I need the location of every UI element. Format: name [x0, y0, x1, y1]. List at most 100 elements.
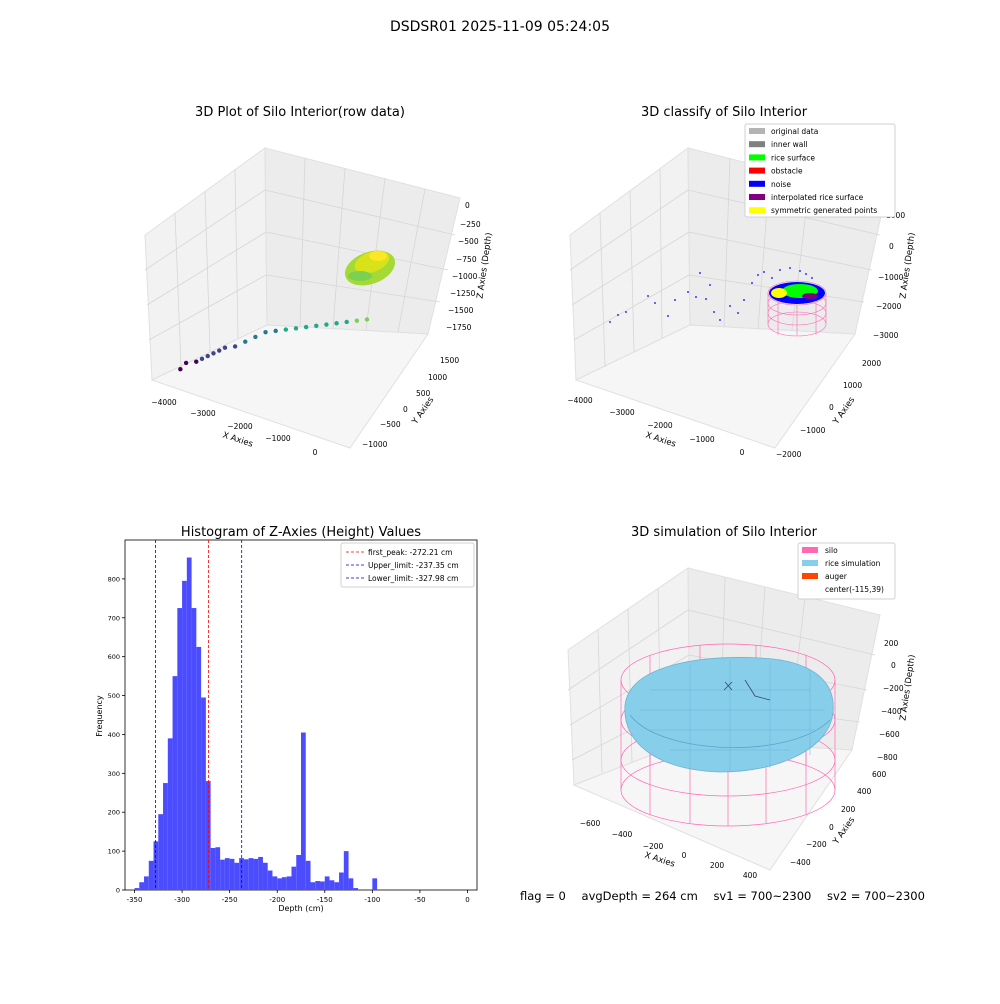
classify-gridlines — [569, 157, 881, 368]
simulation-z-tick: −600 — [879, 730, 900, 739]
histogram-bar — [272, 876, 278, 890]
simulation-legend-swatch — [802, 547, 818, 553]
classify-z-tick: 0 — [889, 242, 894, 251]
raw-3d-point — [211, 351, 216, 356]
status-sv2: sv2 = 700~2300 — [827, 889, 925, 903]
simulation-legend-label: auger — [825, 572, 848, 581]
histogram-bar — [258, 856, 263, 890]
panel-raw-3d: 3D Plot of Silo Interior(row data) −4000… — [144, 105, 495, 457]
raw-3d-title: 3D Plot of Silo Interior(row data) — [195, 105, 405, 120]
raw-x-tick: −3000 — [190, 409, 216, 418]
classify-y-tick: −2000 — [776, 450, 802, 459]
classify-noise-point — [654, 302, 656, 304]
histogram-bar — [353, 888, 359, 890]
histogram-x-tick-label: -50 — [414, 896, 425, 904]
classify-noise-point — [757, 274, 759, 276]
panel-simulation-3d: 3D simulation of Silo Interior — [567, 525, 918, 880]
classify-z-tick: −3000 — [873, 331, 899, 340]
classify-noise-point — [647, 295, 649, 297]
histogram-bar — [343, 851, 349, 890]
raw-z-tick: −1500 — [448, 306, 474, 315]
histogram-bar — [148, 860, 154, 890]
histogram-bar — [139, 882, 145, 890]
raw-3d-point — [199, 356, 205, 362]
classify-ylabel: Y Axies — [831, 395, 858, 427]
raw-3d-point — [283, 327, 289, 332]
raw-z-tick: −500 — [458, 237, 479, 246]
classify-noise-point — [719, 319, 721, 321]
histogram-y-tick-label: 600 — [108, 653, 120, 661]
histogram-bar — [253, 858, 259, 890]
histogram-legend: first_peak: -272.21 cm Upper_limit: -237.… — [340, 542, 475, 588]
histogram-bar — [210, 848, 216, 890]
simulation-y-tick: −400 — [790, 858, 811, 867]
raw-3d-point — [232, 344, 238, 349]
histogram-x-tick-label: 0 — [465, 896, 469, 904]
classify-legend-box — [744, 123, 896, 218]
histogram-bar — [281, 877, 287, 890]
classify-noise-point — [667, 315, 669, 317]
histogram-bar — [305, 860, 311, 890]
raw-y-tick: 1000 — [428, 373, 447, 382]
raw-3d-point — [334, 321, 339, 326]
simulation-y-tick: −200 — [806, 840, 827, 849]
classify-noise-point — [674, 299, 676, 301]
histogram-xlabel: Depth (cm) — [278, 904, 323, 913]
raw-3d-point — [364, 317, 370, 322]
simulation-y-tick: 600 — [872, 770, 887, 779]
simulation-legend-swatch — [802, 560, 818, 566]
histogram-bar — [158, 814, 164, 890]
figure-title: DSDSR01 2025-11-09 05:24:05 — [390, 19, 610, 35]
classify-noise-point — [779, 269, 781, 271]
classify-x-tick: 0 — [740, 448, 745, 457]
status-flag: flag = 0 — [520, 889, 566, 903]
histogram-x-tick-label: -300 — [174, 896, 190, 904]
classify-x-tick: −2000 — [647, 421, 673, 430]
raw-3d-point — [293, 326, 299, 331]
histogram-reference-lines — [155, 540, 243, 890]
histogram-title: Histogram of Z-Axies (Height) Values — [181, 525, 421, 540]
histogram-y-tick-label: 800 — [108, 575, 120, 583]
classify-x-tick: −3000 — [609, 408, 635, 417]
simulation-legend: silo rice simulation auger center(-115,39) — [797, 542, 896, 600]
raw-3d-z-ticks: 0 −250 −500 −750 −1000 −1250 −1500 −1750 — [446, 201, 481, 332]
simulation-x-ticks: −600 −400 −200 0 200 400 — [580, 819, 758, 880]
classify-legend: original data inner wall rice surface obsta… — [744, 123, 896, 218]
classify-y-tick: 0 — [829, 403, 834, 412]
classify-legend-label: original data — [771, 127, 818, 136]
histogram-bar — [215, 847, 221, 890]
histogram-bar — [267, 870, 273, 890]
histogram-bar — [186, 557, 192, 890]
raw-z-tick: −1750 — [446, 323, 472, 332]
raw-3d-surface-cloud — [344, 250, 396, 286]
simulation-x-tick: −200 — [643, 842, 664, 851]
classify-z-tick: −1000 — [878, 273, 904, 282]
histogram-legend-box — [340, 542, 475, 588]
raw-z-tick: −1000 — [452, 272, 478, 281]
raw-x-tick: −4000 — [151, 398, 177, 407]
raw-z-tick: 0 — [465, 201, 470, 210]
classify-z-tick: −2000 — [876, 302, 902, 311]
histogram-bar — [191, 608, 197, 890]
histogram-bar — [310, 882, 316, 890]
classify-legend-swatch — [749, 194, 765, 200]
classify-y-tick: 2000 — [862, 359, 881, 368]
classify-surface — [769, 282, 825, 304]
histogram-bar — [177, 608, 183, 890]
histogram-x-ticks: -350 -300 -250 -200 -150 -100 -50 0 — [127, 890, 470, 904]
histogram-y-tick-label: 400 — [108, 731, 120, 739]
classify-x-tick: −4000 — [567, 396, 593, 405]
classify-z-tick: 1000 — [886, 211, 905, 220]
classify-noise-points — [609, 267, 813, 323]
simulation-z-tick: −400 — [881, 707, 902, 716]
histogram-ylabel: Frequency — [95, 695, 104, 737]
classify-legend-swatch — [749, 141, 765, 148]
status-sv1: sv1 = 700~2300 — [713, 889, 812, 903]
simulation-y-tick: 400 — [857, 787, 872, 796]
raw-3d-point — [314, 323, 319, 328]
raw-x-tick: 0 — [313, 448, 318, 457]
classify-y-tick: 1000 — [843, 381, 862, 390]
simulation-rice-surface — [624, 657, 834, 773]
classify-zlabel: Z Axies (Depth) — [898, 232, 917, 299]
histogram-y-ticks: 0 100 200 300 400 500 600 700 800 — [108, 575, 125, 895]
